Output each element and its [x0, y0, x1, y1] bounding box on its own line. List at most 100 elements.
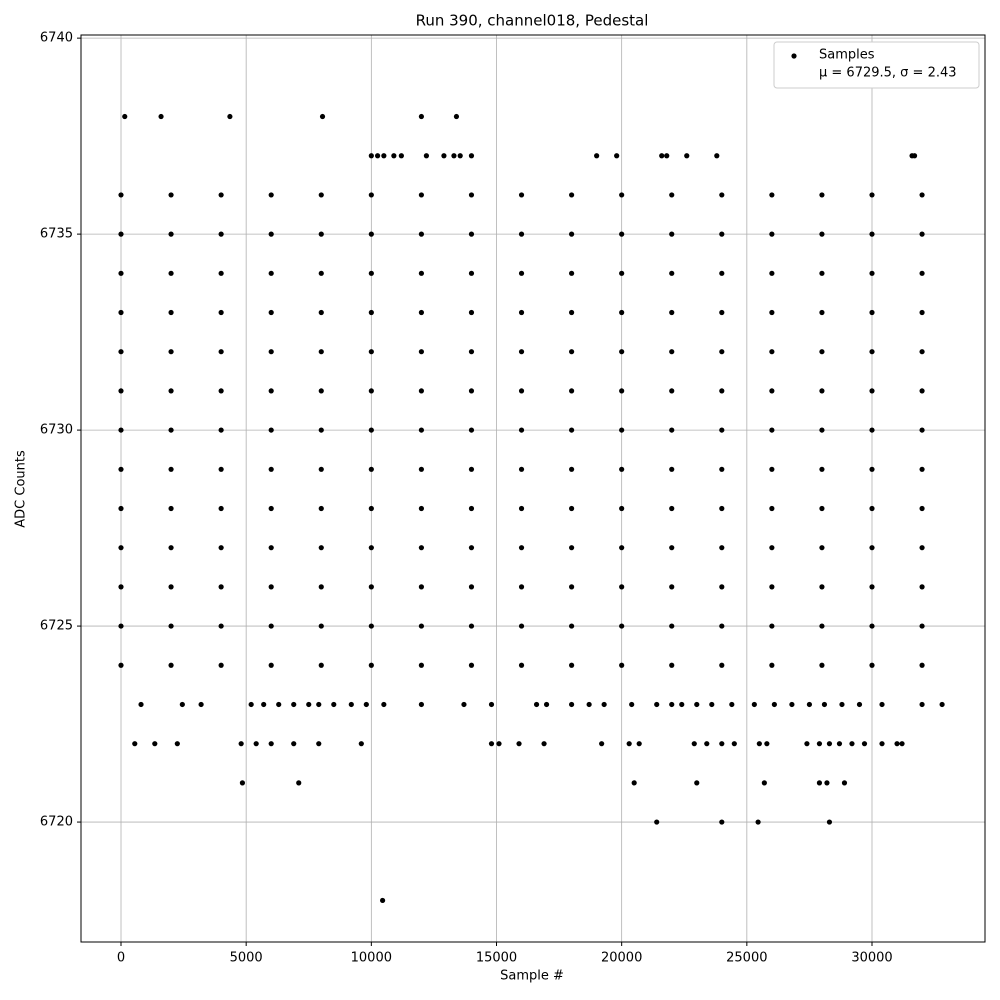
data-point [518, 584, 525, 590]
data-point [869, 662, 875, 668]
data-point [619, 505, 625, 512]
data-point [819, 270, 825, 276]
data-point [664, 153, 670, 159]
data-point [468, 505, 475, 512]
data-point [569, 662, 575, 668]
data-point [468, 584, 475, 590]
data-point [869, 309, 875, 316]
data-point [619, 231, 625, 237]
y-tick-label: 6735 [40, 227, 73, 242]
data-point [719, 545, 725, 551]
data-point [869, 231, 875, 237]
data-point [841, 780, 848, 786]
data-point [769, 466, 775, 472]
data-point [318, 505, 324, 512]
data-point [318, 584, 324, 590]
data-point [659, 153, 665, 159]
data-point [516, 741, 522, 747]
data-point [614, 153, 620, 159]
data-point [468, 662, 475, 668]
data-point [769, 623, 775, 629]
x-tick-label: 25000 [726, 951, 767, 966]
data-point [306, 701, 312, 708]
x-tick-label: 20000 [601, 951, 642, 966]
data-point [619, 349, 625, 355]
x-tick-label: 0 [117, 951, 125, 966]
data-point [821, 701, 828, 708]
data-point [819, 309, 825, 316]
data-point [714, 153, 720, 159]
data-point [819, 349, 825, 355]
data-point [391, 153, 397, 159]
y-tick-label: 6720 [40, 815, 73, 830]
data-point [669, 427, 675, 433]
data-point [856, 701, 863, 708]
data-point [168, 388, 174, 394]
data-point [518, 623, 525, 629]
data-point [764, 741, 770, 747]
data-point [218, 309, 224, 316]
data-point [168, 545, 174, 551]
data-point [168, 662, 174, 668]
legend-marker [791, 53, 797, 59]
chart-title: Run 390, channel018, Pedestal [416, 12, 649, 30]
data-point [594, 153, 600, 159]
data-point [899, 741, 905, 747]
data-point [168, 270, 174, 276]
data-point [919, 309, 925, 316]
data-point [168, 427, 174, 433]
data-point [669, 270, 675, 276]
data-point [168, 309, 174, 316]
data-point [719, 309, 725, 316]
data-point [541, 741, 547, 747]
data-point [894, 741, 900, 747]
data-point [468, 192, 475, 198]
data-point [418, 662, 425, 668]
data-point [769, 349, 775, 355]
data-point [118, 584, 124, 590]
data-point [719, 427, 725, 433]
data-point [599, 741, 605, 747]
data-point [118, 545, 124, 551]
data-point [804, 741, 810, 747]
data-point [819, 466, 825, 472]
data-point [719, 741, 725, 747]
data-point [869, 505, 875, 512]
data-point [719, 270, 725, 276]
data-point [418, 113, 425, 120]
data-point [619, 388, 625, 394]
data-point [261, 701, 267, 708]
data-point [368, 231, 374, 237]
data-point [118, 466, 124, 472]
data-point [118, 309, 124, 316]
data-point [268, 623, 274, 629]
data-point [669, 466, 675, 472]
data-point [601, 701, 607, 708]
data-point [719, 466, 725, 472]
data-point [819, 623, 825, 629]
data-point [919, 584, 925, 590]
data-point [919, 349, 925, 355]
data-point [268, 505, 274, 512]
data-point [468, 623, 475, 629]
data-point [418, 309, 425, 316]
data-point [769, 388, 775, 394]
data-point [318, 349, 324, 355]
data-point [839, 701, 845, 708]
data-point [518, 349, 525, 355]
data-point [363, 701, 369, 708]
data-point [380, 897, 386, 904]
data-point [318, 192, 324, 198]
data-point [789, 701, 795, 708]
data-point [619, 545, 625, 551]
data-point [569, 309, 575, 316]
data-point [318, 545, 324, 551]
data-point [168, 231, 174, 237]
data-point [291, 741, 297, 747]
data-point [816, 741, 823, 747]
data-point [268, 427, 274, 433]
data-point [771, 701, 777, 708]
data-point [919, 388, 925, 394]
data-point [729, 701, 735, 708]
data-point [118, 231, 124, 237]
